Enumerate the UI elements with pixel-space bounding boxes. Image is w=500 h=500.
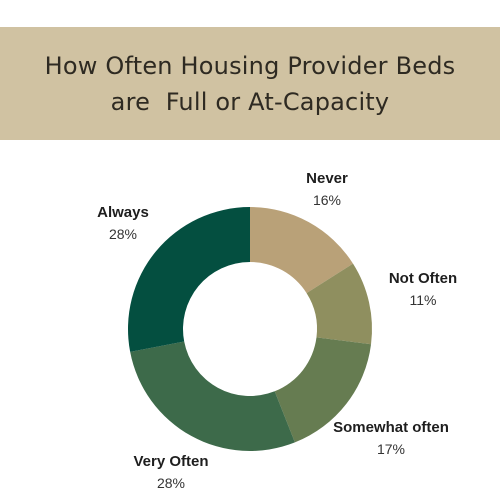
slice-somewhat-often <box>274 337 372 443</box>
slice-very-often <box>130 341 295 451</box>
slice-label-somewhat-often: Somewhat often <box>333 419 449 436</box>
slice-not-often <box>306 263 372 345</box>
slice-label-always: Always <box>97 204 149 221</box>
slice-label-very-often: Very Often <box>133 453 208 470</box>
slice-value-not-often: 11% <box>410 292 437 308</box>
chart-title-line-1: How Often Housing Provider Beds <box>44 51 456 80</box>
slice-label-never: Never <box>306 170 348 187</box>
title-banner: How Often Housing Provider Beds are Full… <box>0 27 500 140</box>
slice-value-never: 16% <box>313 192 341 208</box>
slice-never <box>250 207 354 294</box>
donut-slices <box>127 207 372 451</box>
slice-label-not-often: Not Often <box>389 270 457 287</box>
donut-labels: Never 16% Not Often 11% Somewhat often 17% Ver… <box>97 170 457 491</box>
slice-value-always: 28% <box>109 226 137 242</box>
slice-value-very-often: 28% <box>157 475 185 491</box>
chart-title-line-2: are Full or At-Capacity <box>110 87 390 116</box>
slice-value-somewhat-often: 17% <box>377 441 405 457</box>
slice-always <box>127 207 250 352</box>
